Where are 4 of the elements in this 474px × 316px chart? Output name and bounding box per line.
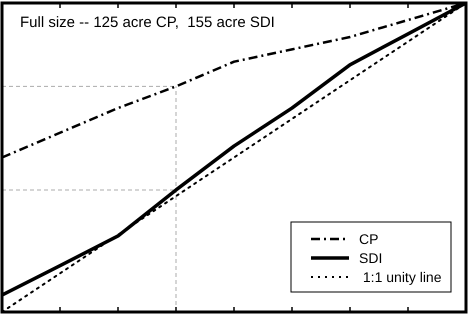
text: Full size -- 125 acre CP, 155 acre SDI	[20, 14, 275, 31]
legend-label: 1:1 unity line	[359, 269, 442, 285]
legend-label: SDI	[359, 250, 382, 266]
legend-label: CP	[359, 231, 378, 247]
